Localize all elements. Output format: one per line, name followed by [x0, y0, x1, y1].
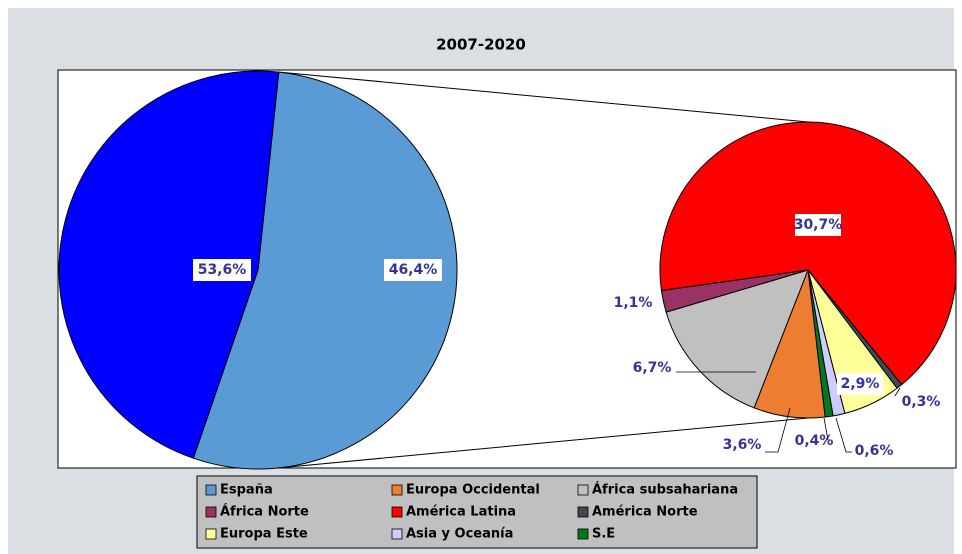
legend-box	[196, 475, 758, 549]
pie-slice	[192, 71, 458, 470]
legend-swatch	[205, 506, 217, 518]
legend-label: Europa Occidental	[406, 483, 540, 498]
legend-swatch	[391, 484, 403, 496]
legend-label: África subsahariana	[592, 482, 738, 498]
legend-swatch	[577, 484, 589, 496]
legend-swatch	[205, 528, 217, 540]
data-label: 53,6%	[198, 262, 247, 278]
legend-label: América Norte	[592, 505, 698, 520]
pie-slice	[660, 269, 809, 313]
label-box	[795, 214, 841, 236]
connector-line	[277, 71, 809, 123]
data-label: 0,3%	[902, 394, 941, 410]
data-label: 46,4%	[389, 262, 438, 278]
label-box	[193, 259, 251, 281]
leader-line	[765, 407, 791, 453]
legend-swatch	[391, 528, 403, 540]
legend-label: América Latina	[406, 505, 516, 520]
legend-label: Europa Este	[220, 527, 308, 542]
data-label: 0,6%	[855, 443, 894, 459]
label-box	[837, 373, 883, 395]
legend-swatch	[391, 506, 403, 518]
legend-label: Asia y Oceanía	[406, 527, 513, 542]
leader-line	[823, 417, 829, 441]
legend-label: S.E	[592, 527, 615, 542]
legend-label: África Norte	[220, 504, 309, 520]
legend-swatch	[205, 484, 217, 496]
label-box	[384, 259, 442, 281]
pie-slice	[58, 70, 280, 459]
data-label: 2,9%	[841, 376, 880, 392]
data-label: 0,4%	[795, 433, 834, 449]
legend-label: España	[220, 483, 273, 498]
legend-swatch	[577, 506, 589, 518]
data-label: 3,6%	[723, 437, 762, 453]
chart-title: 2007-2020	[436, 36, 526, 54]
data-label: 30,7%	[794, 217, 843, 233]
legend-swatch	[577, 528, 589, 540]
pie-slice	[665, 269, 809, 409]
leader-line	[835, 417, 852, 453]
leader-line	[894, 387, 901, 397]
connector-line	[277, 417, 809, 469]
pie-slice	[659, 121, 957, 386]
data-label: 1,1%	[614, 295, 653, 311]
data-label: 6,7%	[633, 360, 672, 376]
